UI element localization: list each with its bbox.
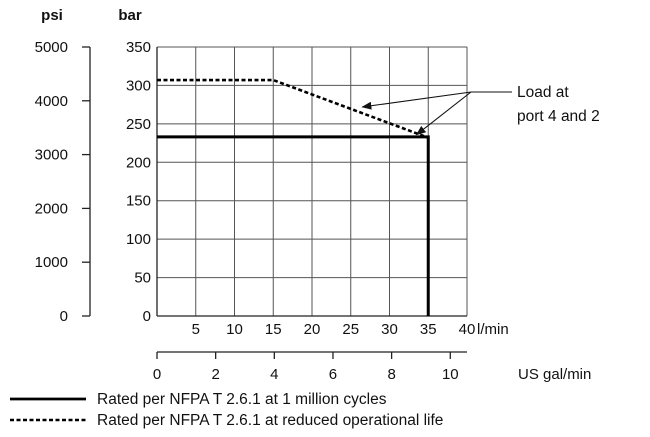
annotation-text: port 4 and 2	[517, 108, 600, 125]
bar-tick-label: 200	[126, 154, 151, 171]
psi-tick-label: 1000	[35, 254, 68, 271]
bar-tick-label: 100	[126, 231, 151, 248]
series-reduced-life-line	[157, 78, 429, 139]
bar-unit-label: bar	[118, 7, 142, 24]
usgal-tick-label: 10	[442, 366, 459, 383]
bar-tick-label: 300	[126, 77, 151, 94]
lmin-tick-label: 25	[342, 321, 359, 338]
usgal-tick-label: 0	[153, 366, 161, 383]
legend-label: Rated per NFPA T 2.6.1 at reduced operat…	[97, 412, 443, 429]
bar-tick-label: 50	[134, 270, 151, 287]
psi-tick-label: 4000	[35, 93, 68, 110]
lmin-tick-label: 20	[304, 321, 321, 338]
legend-label: Rated per NFPA T 2.6.1 at 1 million cycl…	[97, 391, 387, 408]
usgal-unit-label: US gal/min	[518, 366, 591, 383]
usgal-tick-label: 2	[211, 366, 219, 383]
annotation-arrow	[361, 91, 472, 110]
lmin-tick-label: 10	[226, 321, 243, 338]
lmin-tick-label: 30	[381, 321, 398, 338]
lmin-tick-label: 15	[265, 321, 282, 338]
annotation-arrow	[415, 91, 472, 136]
usgal-tick-label: 4	[270, 366, 278, 383]
lmin-unit-label: l/min	[477, 321, 509, 338]
lmin-tick-label: 40	[459, 321, 476, 338]
psi-tick-label: 5000	[35, 39, 68, 56]
psi-tick-label: 3000	[35, 147, 68, 164]
bar-tick-label: 150	[126, 193, 151, 210]
lmin-tick-label: 35	[420, 321, 437, 338]
psi-tick-label: 2000	[35, 200, 68, 217]
usgal-tick-label: 6	[329, 366, 337, 383]
annotation-text: Load at	[517, 84, 569, 101]
series-million-cycles-line	[157, 135, 430, 316]
bar-tick-label: 0	[143, 308, 151, 325]
psi-tick-label: 0	[60, 308, 68, 325]
usgal-tick-label: 8	[387, 366, 395, 383]
bar-tick-label: 350	[126, 39, 151, 56]
lmin-tick-label: 5	[192, 321, 200, 338]
psi-unit-label: psi	[41, 7, 63, 24]
bar-tick-label: 250	[126, 116, 151, 133]
